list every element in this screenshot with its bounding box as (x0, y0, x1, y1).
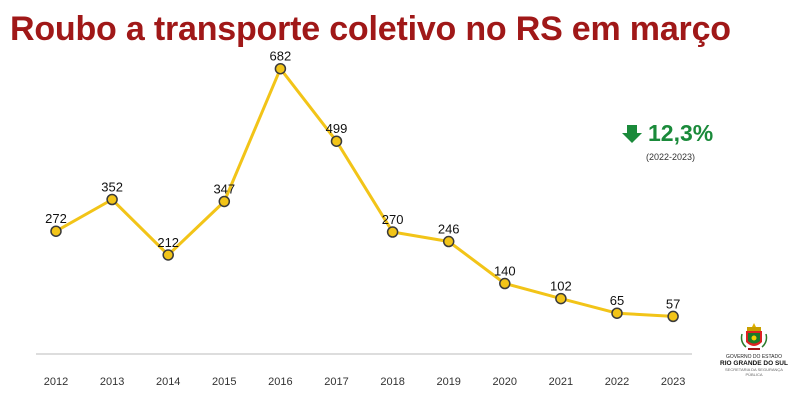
data-label: 352 (101, 180, 123, 195)
data-point (499, 277, 511, 290)
logo-line-2: RIO GRANDE DO SUL (720, 360, 788, 367)
data-point (386, 226, 399, 238)
state-coat-of-arms-icon (740, 323, 768, 350)
logo-line-1: GOVERNO DO ESTADO (725, 354, 783, 360)
data-label: 270 (382, 212, 404, 227)
data-point (218, 195, 231, 208)
data-label: 140 (494, 264, 516, 279)
x-tick-label: 2016 (268, 376, 292, 388)
data-label: 272 (45, 211, 67, 226)
change-row: 12,3% (622, 120, 732, 147)
data-label: 246 (438, 222, 460, 237)
arrow-down-icon (622, 124, 642, 143)
data-point (106, 193, 118, 206)
x-tick-label: 2021 (549, 376, 573, 388)
data-label: 499 (326, 121, 348, 136)
data-point (274, 62, 287, 75)
data-label: 102 (550, 279, 572, 294)
data-point (667, 310, 679, 323)
change-value: 12,3% (648, 120, 714, 146)
data-label: 347 (213, 181, 235, 196)
x-tick-label: 2017 (324, 376, 348, 388)
x-tick-label: 2018 (380, 376, 404, 388)
logo-line-3: SECRETARIA DA SEGURANÇA PÚBLICA (725, 367, 783, 377)
data-label: 65 (610, 293, 624, 308)
x-tick-label: 2020 (493, 376, 517, 388)
data-label: 682 (270, 49, 292, 64)
x-tick-label: 2023 (661, 376, 685, 388)
data-point (555, 292, 567, 305)
x-tick-label: 2014 (156, 376, 180, 388)
data-label: 57 (666, 296, 680, 311)
x-tick-label: 2022 (605, 376, 629, 388)
data-point (50, 225, 62, 237)
x-tick-label: 2012 (44, 376, 68, 388)
series-line (55, 67, 674, 318)
chart-title: Roubo a transporte coletivo no RS em mar… (10, 10, 731, 48)
change-indicator: 12,3% (2022-2023) (622, 120, 732, 162)
x-tick-label: 2013 (100, 376, 124, 388)
data-point (611, 307, 623, 319)
data-label: 212 (157, 235, 179, 250)
government-logo: GOVERNO DO ESTADO RIO GRANDE DO SUL SECR… (718, 322, 790, 377)
x-tick-label: 2019 (436, 376, 460, 388)
data-point (442, 235, 455, 248)
data-point (330, 135, 343, 147)
data-point (162, 249, 174, 261)
series-group: 272 352 212 347 682 499 270 246 140 102 65 57 (45, 49, 680, 323)
x-tick-label: 2015 (212, 376, 236, 388)
change-period: (2022-2023) (646, 152, 696, 162)
